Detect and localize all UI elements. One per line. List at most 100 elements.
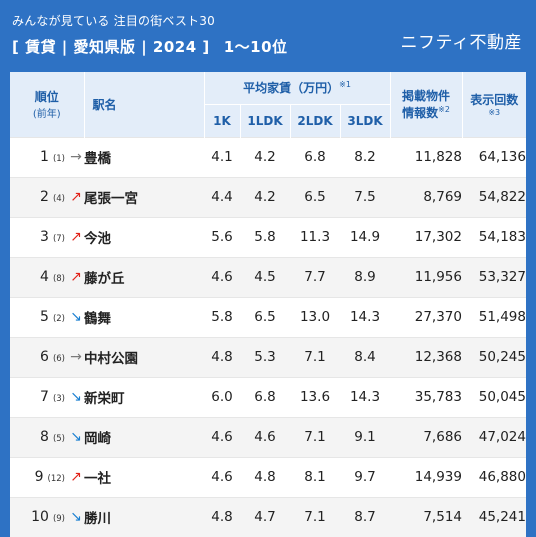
rank-number: 4 bbox=[40, 269, 49, 285]
rent-1k: 4.4 bbox=[204, 176, 240, 217]
trend-down-icon: ↘ bbox=[70, 309, 82, 325]
rank-number: 5 bbox=[40, 309, 49, 325]
previous-rank: (12) bbox=[47, 474, 65, 484]
rent-3ldk: 8.7 bbox=[340, 496, 390, 537]
rent-note: ※1 bbox=[339, 80, 351, 90]
rent-1ldk: 5.3 bbox=[240, 336, 290, 377]
rank-cell: 4 (8) ↗ bbox=[10, 256, 84, 297]
previous-rank: (8) bbox=[52, 274, 65, 284]
station-header: 駅名 bbox=[84, 72, 205, 137]
views-count: 54,822 bbox=[462, 176, 526, 217]
rank-cell: 1 (1) → bbox=[10, 136, 84, 177]
rent-3ldk: 8.9 bbox=[340, 256, 390, 297]
station-name: 勝川 bbox=[84, 496, 204, 537]
views-header-label: 表示回数 bbox=[470, 93, 519, 108]
rank-number: 2 bbox=[40, 189, 49, 205]
views-count: 54,183 bbox=[462, 216, 526, 257]
page-title: [ 賃貸 | 愛知県版 | 2024 ] 1〜10位 bbox=[12, 36, 288, 57]
views-count: 50,045 bbox=[462, 376, 526, 417]
listings-note: ※2 bbox=[438, 105, 450, 115]
rent-2ldk: 7.1 bbox=[290, 496, 340, 537]
table-row: 4 (8) ↗ 藤が丘 4.6 4.5 7.7 8.9 11,956 53,327 bbox=[10, 256, 526, 297]
previous-rank: (5) bbox=[52, 434, 65, 444]
rent-2ldk: 8.1 bbox=[290, 456, 340, 497]
rent-3ldk: 8.2 bbox=[340, 136, 390, 177]
rent-1ldk: 4.2 bbox=[240, 136, 290, 177]
rank-header-sub: (前年) bbox=[32, 109, 61, 121]
rent-1ldk: 4.7 bbox=[240, 496, 290, 537]
rank-cell: 6 (6) → bbox=[10, 336, 84, 377]
rent-1ldk: 6.8 bbox=[240, 376, 290, 417]
header: みんなが見ている 注目の街ベスト30 [ 賃貸 | 愛知県版 | 2024 ] 1… bbox=[0, 0, 536, 72]
rent-1k: 5.8 bbox=[204, 296, 240, 337]
rent-3ldk: 9.1 bbox=[340, 416, 390, 457]
station-name: 岡崎 bbox=[84, 416, 204, 457]
rent-1k: 4.8 bbox=[204, 496, 240, 537]
listings-count: 11,956 bbox=[390, 256, 462, 297]
listings-count: 27,370 bbox=[390, 296, 462, 337]
trend-down-icon: ↘ bbox=[70, 509, 82, 525]
rent-1ldk: 4.5 bbox=[240, 256, 290, 297]
rent-1k: 4.8 bbox=[204, 336, 240, 377]
rent-2ldk-header: 2LDK bbox=[290, 104, 341, 137]
rent-2ldk: 7.1 bbox=[290, 336, 340, 377]
table-row: 10 (9) ↘ 勝川 4.8 4.7 7.1 8.7 7,514 45,241 bbox=[10, 496, 526, 537]
table-row: 8 (5) ↘ 岡崎 4.6 4.6 7.1 9.1 7,686 47,024 bbox=[10, 416, 526, 457]
rent-1ldk: 5.8 bbox=[240, 216, 290, 257]
rank-cell: 8 (5) ↘ bbox=[10, 416, 84, 457]
rank-cell: 2 (4) ↗ bbox=[10, 176, 84, 217]
trend-down-icon: ↘ bbox=[70, 389, 82, 405]
title-text: [ 賃貸 | 愛知県版 | 2024 ] bbox=[12, 38, 210, 56]
rent-2ldk: 6.8 bbox=[290, 136, 340, 177]
rank-number: 1 bbox=[40, 149, 49, 165]
table-row: 6 (6) → 中村公園 4.8 5.3 7.1 8.4 12,368 50,245 bbox=[10, 336, 526, 377]
ranking-rows: 1 (1) → 豊橋 4.1 4.2 6.8 8.2 11,828 64,136 2… bbox=[10, 136, 526, 537]
previous-rank: (7) bbox=[52, 234, 65, 244]
trend-down-icon: ↘ bbox=[70, 429, 82, 445]
rent-1k: 4.6 bbox=[204, 256, 240, 297]
station-name: 鶴舞 bbox=[84, 296, 204, 337]
rent-1k: 4.6 bbox=[204, 416, 240, 457]
rent-1k-header: 1K bbox=[204, 104, 241, 137]
trend-up-icon: ↗ bbox=[70, 189, 82, 205]
listings-count: 12,368 bbox=[390, 336, 462, 377]
rank-cell: 9 (12) ↗ bbox=[10, 456, 84, 497]
rent-3ldk: 9.7 bbox=[340, 456, 390, 497]
subtitle: みんなが見ている 注目の街ベスト30 bbox=[12, 14, 215, 28]
trend-up-icon: ↗ bbox=[70, 229, 82, 245]
rent-2ldk: 7.1 bbox=[290, 416, 340, 457]
rent-1ldk: 4.8 bbox=[240, 456, 290, 497]
previous-rank: (2) bbox=[52, 314, 65, 324]
trend-up-icon: ↗ bbox=[70, 269, 82, 285]
previous-rank: (4) bbox=[52, 194, 65, 204]
rank-number: 7 bbox=[40, 389, 49, 405]
table-row: 9 (12) ↗ 一社 4.6 4.8 8.1 9.7 14,939 46,880 bbox=[10, 456, 526, 497]
listings-count: 7,514 bbox=[390, 496, 462, 537]
rank-number: 10 bbox=[31, 509, 49, 525]
rent-3ldk: 14.3 bbox=[340, 296, 390, 337]
views-count: 47,024 bbox=[462, 416, 526, 457]
views-header: 表示回数 ※3 bbox=[462, 72, 526, 137]
station-name: 新栄町 bbox=[84, 376, 204, 417]
views-count: 53,327 bbox=[462, 256, 526, 297]
previous-rank: (9) bbox=[52, 514, 65, 524]
station-name: 尾張一宮 bbox=[84, 176, 204, 217]
rank-number: 9 bbox=[34, 469, 44, 485]
views-count: 45,241 bbox=[462, 496, 526, 537]
rent-3ldk: 14.3 bbox=[340, 376, 390, 417]
previous-rank: (6) bbox=[52, 354, 65, 364]
rent-2ldk: 7.7 bbox=[290, 256, 340, 297]
listings-header-line2: 情報数 bbox=[402, 106, 439, 121]
listings-header: 掲載物件 情報数※2 bbox=[390, 72, 463, 137]
rent-3ldk-header: 3LDK bbox=[340, 104, 391, 137]
rent-3ldk: 7.5 bbox=[340, 176, 390, 217]
previous-rank: (3) bbox=[52, 394, 65, 404]
rent-group-label: 平均家賃（万円） bbox=[243, 81, 340, 96]
previous-rank: (1) bbox=[52, 154, 65, 164]
rent-1ldk: 4.6 bbox=[240, 416, 290, 457]
ranking-table: 順位 (前年) 駅名 平均家賃（万円）※1 掲載物件 情報数※2 表示回数 ※3… bbox=[10, 72, 526, 537]
rank-number: 8 bbox=[40, 429, 49, 445]
rank-number: 6 bbox=[40, 349, 49, 365]
trend-up-icon: ↗ bbox=[70, 469, 82, 485]
